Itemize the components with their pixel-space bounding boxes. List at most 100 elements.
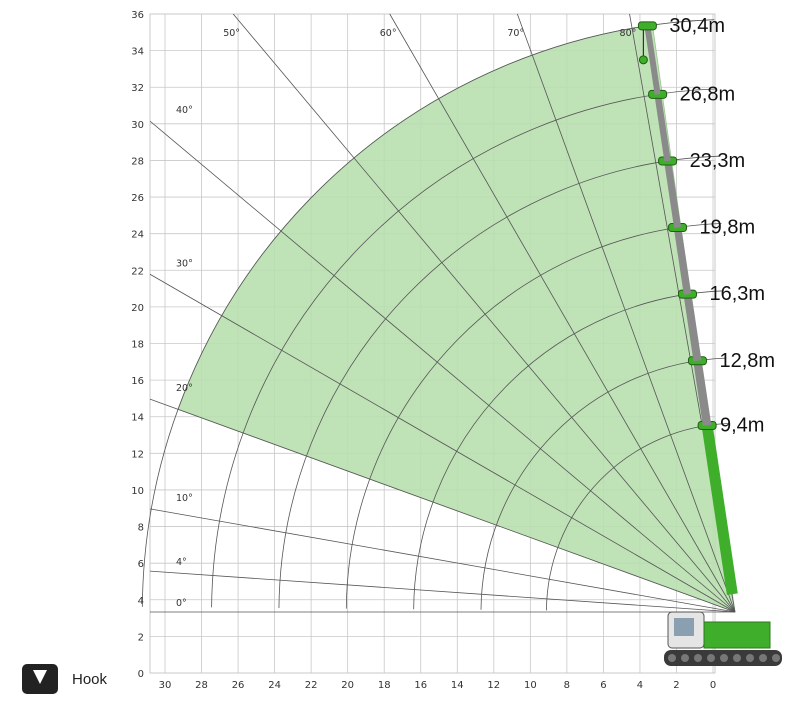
- boom-length-label: 30,4m: [669, 15, 725, 37]
- track-wheel: [668, 654, 676, 662]
- boom-length-label: 19,8m: [700, 217, 756, 239]
- radius-arc: [278, 155, 720, 609]
- boom-head: [637, 21, 657, 31]
- angle-label: 20°: [176, 383, 193, 394]
- x-tick-label: 12: [487, 680, 500, 691]
- radius-arc: [413, 290, 724, 610]
- x-tick-label: 14: [451, 680, 464, 691]
- x-tick-label: 30: [159, 680, 172, 691]
- angle-lines: [149, 13, 736, 613]
- x-axis-ticks: 30 28 26 24 22 20 18 16 14 12 10 8 6 4 2 0: [159, 680, 717, 691]
- boom-section: [683, 293, 702, 362]
- y-tick-label: 4: [138, 596, 144, 607]
- legend-label: Hook: [72, 670, 108, 688]
- y-tick-label: 20: [131, 303, 144, 314]
- radius-arc: [141, 19, 715, 607]
- angle-labels: 0° 4° 10° 20° 30° 40° 50° 60° 70° 80°: [176, 28, 636, 609]
- angle-label: 40°: [176, 105, 193, 116]
- track-wheel: [707, 654, 715, 662]
- y-tick-label: 30: [131, 120, 144, 131]
- y-tick-label: 0: [138, 669, 144, 680]
- x-tick-label: 2: [673, 680, 679, 691]
- angle-label: 50°: [223, 28, 240, 39]
- angle-line: [389, 13, 736, 613]
- x-tick-label: 22: [305, 680, 318, 691]
- radius-arc: [345, 223, 722, 609]
- x-tick-label: 20: [341, 680, 354, 691]
- angle-line: [232, 13, 736, 613]
- boom-length-labels: 9,4m 12,8m 16,3m 19,8m 23,3m 26,8m 30,4m: [669, 15, 775, 437]
- y-tick-label: 32: [131, 83, 144, 94]
- working-range: [177, 24, 736, 613]
- legend: Hook: [22, 664, 107, 694]
- x-tick-label: 10: [524, 680, 537, 691]
- boom-length-label: 16,3m: [709, 283, 765, 305]
- boom-section: [664, 160, 682, 229]
- boom-length-label: 26,8m: [680, 83, 736, 105]
- boom-section: [701, 424, 738, 596]
- radius-arc: [480, 357, 727, 610]
- x-tick-label: 26: [232, 680, 245, 691]
- x-tick-label: 4: [637, 680, 643, 691]
- crane-body: [703, 621, 771, 649]
- y-tick-label: 24: [131, 230, 144, 241]
- x-tick-label: 18: [378, 680, 391, 691]
- angle-label: 4°: [176, 557, 187, 568]
- y-tick-label: 26: [131, 193, 144, 204]
- angle-line: [149, 398, 736, 613]
- angle-line: [149, 570, 736, 613]
- boom-section: [693, 360, 712, 427]
- x-tick-label: 28: [195, 680, 208, 691]
- boom-length-label: 23,3m: [690, 150, 746, 172]
- y-tick-label: 28: [131, 156, 144, 167]
- track-wheel: [759, 654, 767, 662]
- boom-length-label: 12,8m: [719, 350, 775, 372]
- angle-label: 80°: [620, 28, 637, 39]
- track-wheel: [772, 654, 780, 662]
- angle-line: [149, 120, 736, 613]
- track-wheel: [720, 654, 728, 662]
- track-wheel: [681, 654, 689, 662]
- angle-line: [149, 508, 736, 613]
- boom-length-label: 9,4m: [720, 414, 764, 436]
- boom-section: [644, 25, 661, 95]
- crane-illustration: [637, 21, 782, 666]
- y-tick-label: 36: [131, 10, 144, 21]
- y-tick-label: 22: [131, 266, 144, 277]
- x-tick-label: 0: [710, 680, 716, 691]
- y-tick-label: 8: [138, 523, 144, 534]
- y-tick-label: 10: [131, 486, 144, 497]
- y-tick-label: 12: [131, 449, 144, 460]
- cab-window: [674, 618, 694, 636]
- radius-arc: [211, 88, 717, 608]
- y-tick-label: 34: [131, 47, 144, 58]
- track-wheel: [733, 654, 741, 662]
- range-sector: [177, 24, 736, 613]
- y-tick-label: 16: [131, 376, 144, 387]
- boom-section: [673, 226, 692, 295]
- y-tick-label: 14: [131, 413, 144, 424]
- y-tick-label: 2: [138, 632, 144, 643]
- angle-label: 0°: [176, 598, 187, 609]
- angle-label: 60°: [380, 28, 397, 39]
- angle-label: 70°: [507, 28, 524, 39]
- angle-line: [516, 13, 736, 613]
- x-tick-label: 6: [600, 680, 606, 691]
- y-tick-label: 6: [138, 559, 144, 570]
- hook-block: [638, 55, 648, 65]
- radius-arcs: [141, 19, 729, 611]
- x-tick-label: 16: [414, 680, 427, 691]
- x-tick-label: 8: [564, 680, 570, 691]
- angle-line: [149, 273, 736, 613]
- y-tick-label: 18: [131, 340, 144, 351]
- angle-label: 30°: [176, 258, 193, 269]
- angle-label: 10°: [176, 493, 193, 504]
- hook-icon: [22, 664, 58, 694]
- radius-arc: [546, 423, 729, 611]
- track-wheel: [746, 654, 754, 662]
- x-tick-label: 24: [268, 680, 281, 691]
- boom-section: [654, 93, 671, 162]
- track-wheel: [694, 654, 702, 662]
